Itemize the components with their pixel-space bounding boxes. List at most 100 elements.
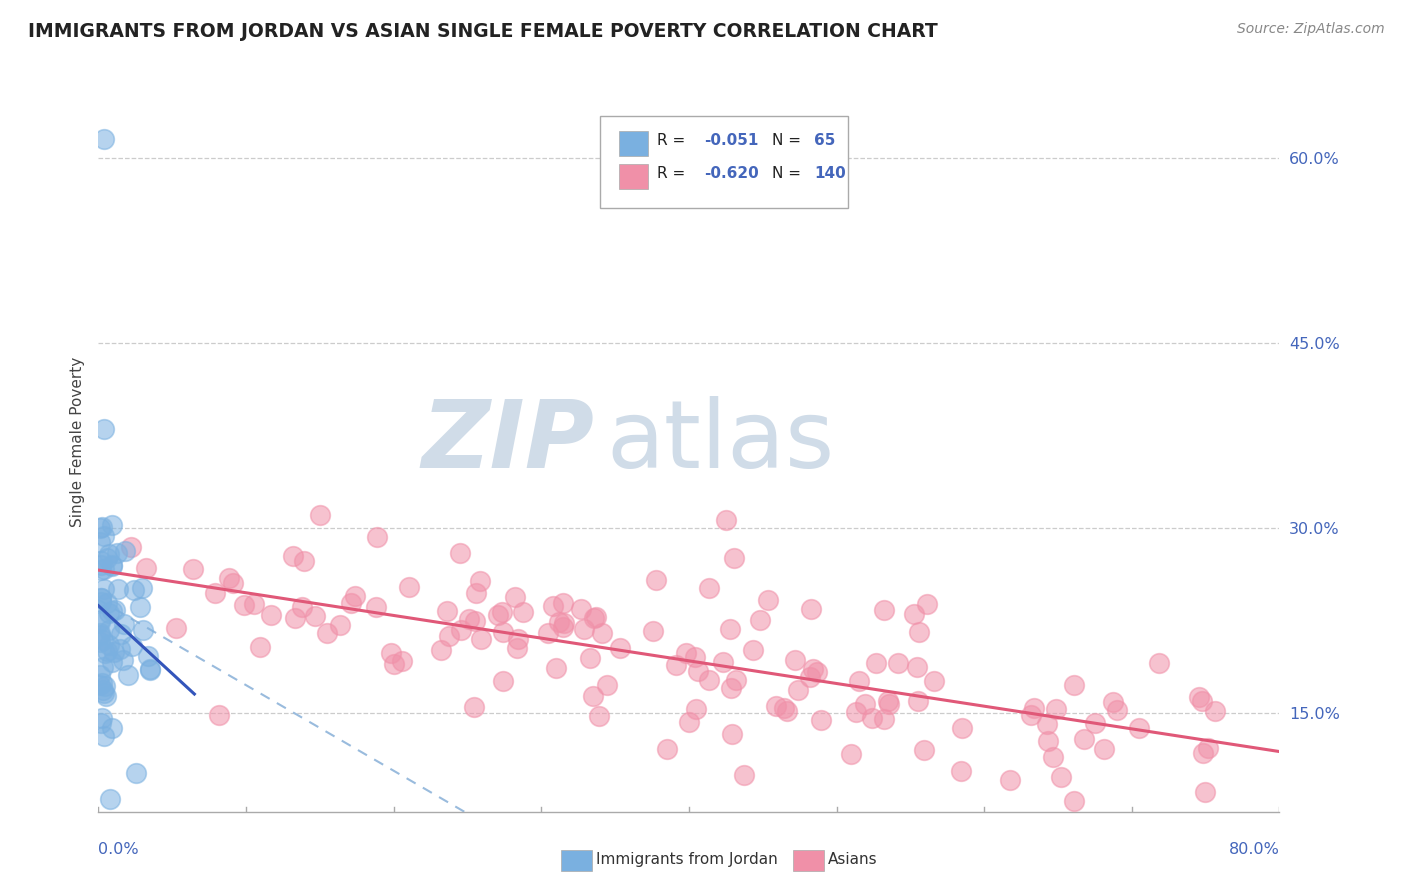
Point — [1050, 770, 1073, 784]
Point — [697, 581, 720, 595]
Point — [579, 651, 602, 665]
Point — [786, 682, 808, 697]
Point — [93, 686, 115, 700]
Point — [1105, 703, 1128, 717]
Point — [596, 678, 619, 692]
FancyBboxPatch shape — [619, 164, 648, 189]
Point — [887, 656, 910, 670]
Point — [1019, 708, 1042, 723]
Point — [588, 709, 610, 723]
Point — [90, 594, 112, 608]
Text: atlas: atlas — [606, 395, 835, 488]
Point — [551, 596, 574, 610]
Point — [90, 558, 112, 572]
Point — [872, 602, 894, 616]
Text: N =: N = — [772, 133, 806, 148]
Text: R =: R = — [657, 166, 690, 181]
Point — [96, 550, 118, 565]
Point — [135, 561, 157, 575]
Point — [93, 529, 115, 543]
Point — [89, 613, 111, 627]
Point — [340, 597, 363, 611]
Point — [547, 615, 569, 630]
Point — [260, 607, 283, 622]
Point — [90, 554, 112, 568]
Point — [89, 628, 111, 642]
Point — [508, 632, 530, 646]
Point — [697, 673, 720, 688]
Point — [810, 714, 832, 728]
Point — [94, 679, 117, 693]
Point — [94, 646, 117, 660]
Point — [799, 670, 821, 684]
Point — [1092, 741, 1115, 756]
Point — [1188, 690, 1211, 704]
Point — [860, 711, 883, 725]
Point — [721, 727, 744, 741]
Point — [725, 673, 748, 688]
Point — [308, 508, 330, 523]
Point — [101, 517, 124, 532]
Point — [93, 132, 115, 146]
Point — [165, 621, 187, 635]
Point — [773, 701, 796, 715]
Point — [114, 544, 136, 558]
Point — [96, 596, 118, 610]
Point — [97, 606, 120, 620]
Point — [785, 652, 807, 666]
Point — [90, 519, 112, 533]
Point — [468, 574, 491, 589]
Point — [463, 699, 485, 714]
Point — [114, 617, 136, 632]
Point — [806, 665, 828, 680]
Text: N =: N = — [772, 166, 806, 181]
Point — [853, 697, 876, 711]
Point — [121, 639, 143, 653]
Point — [582, 611, 605, 625]
Point — [111, 652, 134, 666]
Point — [742, 643, 765, 657]
Point — [132, 623, 155, 637]
Point — [380, 646, 402, 660]
Point — [90, 711, 112, 725]
Point — [398, 580, 420, 594]
Point — [801, 662, 824, 676]
Point — [873, 712, 896, 726]
Point — [221, 575, 243, 590]
Point — [865, 657, 887, 671]
Point — [644, 573, 666, 587]
Point — [922, 673, 945, 688]
Point — [93, 422, 115, 436]
Point — [89, 626, 111, 640]
Point — [1204, 704, 1226, 718]
Point — [1063, 678, 1085, 692]
Point — [1022, 701, 1045, 715]
Point — [110, 627, 132, 641]
Point — [756, 592, 779, 607]
Point — [713, 655, 735, 669]
Point — [139, 663, 162, 677]
Point — [125, 766, 148, 780]
Point — [90, 716, 112, 731]
Point — [107, 582, 129, 596]
Point — [98, 792, 121, 806]
Point — [91, 682, 114, 697]
Point — [93, 582, 115, 596]
Point — [120, 540, 142, 554]
Text: ZIP: ZIP — [422, 395, 595, 488]
Point — [569, 602, 592, 616]
Text: 0.0%: 0.0% — [98, 842, 139, 857]
Point — [364, 599, 387, 614]
Point — [90, 563, 112, 577]
Point — [208, 708, 231, 723]
Point — [716, 512, 738, 526]
Text: Immigrants from Jordan: Immigrants from Jordan — [596, 853, 778, 867]
Point — [848, 673, 870, 688]
Point — [101, 605, 124, 619]
Point — [1073, 731, 1095, 746]
Point — [291, 600, 314, 615]
Point — [100, 558, 122, 572]
Text: Asians: Asians — [828, 853, 877, 867]
Point — [665, 658, 688, 673]
Point — [316, 625, 339, 640]
